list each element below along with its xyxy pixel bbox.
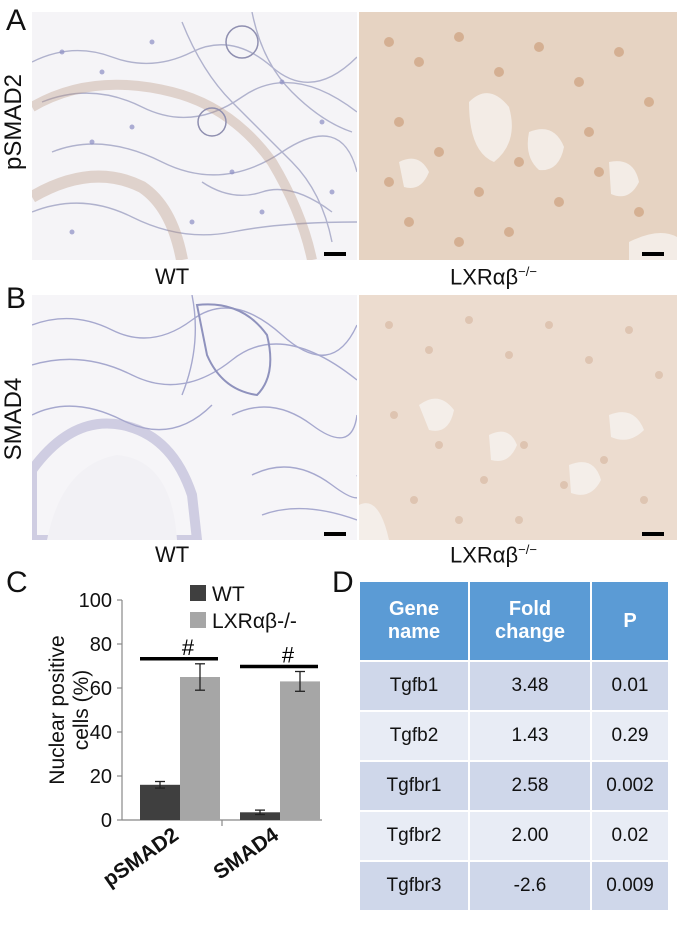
table-row: Tgfbr1 2.58 0.002: [360, 762, 668, 810]
caption-ko-text: LXRαβ: [450, 264, 519, 290]
significance-mark: #: [282, 643, 295, 668]
legend-swatch: [190, 612, 206, 628]
scale-bar: [642, 252, 664, 256]
row-label-pSMAD2: pSMAD2: [0, 73, 27, 171]
panel-letter-a: A: [6, 4, 27, 37]
table-cell: 0.002: [592, 762, 668, 810]
y-tick-label: 20: [90, 766, 112, 788]
table-row: Tgfbr2 2.00 0.02: [360, 812, 668, 860]
legend-label: LXRαβ-/-: [212, 610, 297, 633]
y-tick-label: 100: [79, 590, 112, 612]
y-tick-label: 60: [90, 678, 112, 700]
panel-letter-b: B: [6, 282, 27, 315]
caption-wt: WT: [155, 542, 190, 567]
x-tick-label-pSMAD2: pSMAD2: [99, 823, 183, 891]
table-cell: Tgfbr3: [360, 862, 468, 910]
caption-ko-sup: −/−: [518, 264, 537, 279]
caption-ko: LXRαβ−/−: [450, 542, 537, 568]
caption-wt: WT: [155, 264, 190, 289]
table-header-cell: Fold change: [470, 582, 590, 660]
table-cell: 0.29: [592, 712, 668, 760]
table-cell: 2.00: [470, 812, 590, 860]
table-header-cell: Gene name: [360, 582, 468, 660]
table-body: Tgfb1 3.48 0.01 Tgfb2 1.43 0.29 Tgfbr1 2.58 0.00…: [360, 662, 668, 910]
table-cell: Tgfb1: [360, 662, 468, 710]
caption-ko-sup: −/−: [518, 542, 537, 557]
table-row: Tgfb2 1.43 0.29: [360, 712, 668, 760]
micrograph-wt-psmad2: [32, 12, 357, 260]
row-label-SMAD4: SMAD4: [0, 377, 27, 461]
micrograph-ko-smad4: [359, 295, 677, 540]
table-row: Tgfbr3 -2.6 0.009: [360, 862, 668, 910]
table-cell: 3.48: [470, 662, 590, 710]
y-axis-label-line1: Nuclear positive: [46, 635, 69, 784]
scale-bar: [324, 532, 346, 536]
legend-swatch: [190, 585, 206, 601]
panel-letter-d: D: [332, 566, 354, 599]
table-cell: Tgfb2: [360, 712, 468, 760]
table-cell: -2.6: [470, 862, 590, 910]
table-cell: Tgfbr2: [360, 812, 468, 860]
bar-pSMAD2-1: [180, 677, 220, 820]
y-axis-label-line2: cells (%): [70, 670, 93, 751]
caption-ko-text: LXRαβ: [450, 542, 519, 568]
bar-SMAD4-0: [240, 812, 280, 820]
significance-mark: #: [182, 635, 195, 660]
scale-bar: [324, 252, 346, 256]
table-header-cell: P: [592, 582, 668, 660]
table-cell: 2.58: [470, 762, 590, 810]
x-tick-label-SMAD4: SMAD4: [209, 823, 283, 884]
table-cell: 0.02: [592, 812, 668, 860]
table-row: Tgfb1 3.48 0.01: [360, 662, 668, 710]
table-header-row: Gene name Fold change P: [360, 582, 668, 660]
table-cell: 0.01: [592, 662, 668, 710]
table-cell: 0.009: [592, 862, 668, 910]
y-tick-label: 0: [101, 810, 112, 832]
scale-bar: [642, 532, 664, 536]
panel-letter-c: C: [6, 566, 28, 599]
caption-ko: LXRαβ−/−: [450, 264, 537, 290]
gene-table: Gene name Fold change P Tgfb1 3.48 0.01 Tgfb2 1.…: [358, 580, 670, 912]
table-cell: 1.43: [470, 712, 590, 760]
y-tick-label: 40: [90, 722, 112, 744]
bar-chart: 0 20 40 60 80 100 Nuclear positive cells (%) # pS…: [46, 583, 322, 892]
micrograph-ko-psmad2: [359, 12, 677, 260]
bar-pSMAD2-0: [140, 784, 180, 820]
legend-label: WT: [212, 583, 245, 606]
bar-SMAD4-1: [280, 681, 320, 820]
table-cell: Tgfbr1: [360, 762, 468, 810]
y-tick-label: 80: [90, 634, 112, 656]
micrograph-wt-smad4: [32, 295, 357, 540]
